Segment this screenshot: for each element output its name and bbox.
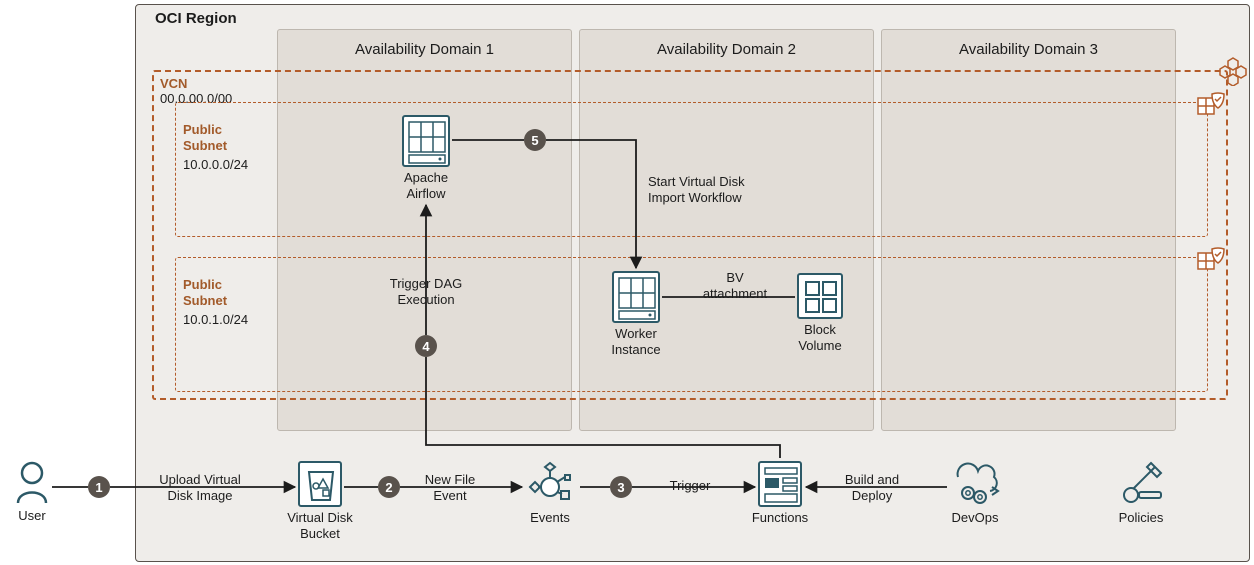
subnet1-name: Public Subnet [183, 122, 227, 153]
edge-newfile-label: New File Event [410, 472, 490, 505]
policies-icon [1115, 459, 1167, 507]
bucket-label: Virtual Disk Bucket [280, 510, 360, 543]
edge-build-label: Build and Deploy [832, 472, 912, 505]
badge-3: 3 [610, 476, 632, 498]
subnet1-box [175, 102, 1208, 237]
blockvol-label: Block Volume [790, 322, 850, 355]
subnet2-corner-icon [1196, 245, 1226, 273]
badge-1: 1 [88, 476, 110, 498]
worker-icon [612, 271, 660, 323]
devops-icon [950, 459, 1002, 507]
badge-5: 5 [524, 129, 546, 151]
blockvol-icon [797, 273, 843, 319]
user-icon [14, 461, 50, 505]
functions-label: Functions [745, 510, 815, 526]
subnet1-corner-icon [1196, 90, 1226, 118]
badge-2: 2 [378, 476, 400, 498]
subnet2-cidr: 10.0.1.0/24 [183, 312, 248, 328]
vcn-title: VCN [160, 76, 187, 92]
events-label: Events [520, 510, 580, 526]
functions-icon [758, 461, 802, 507]
edge-upload-label: Upload Virtual Disk Image [140, 472, 260, 505]
subnet2-title: Public Subnet [183, 277, 227, 310]
subnet1-cidr: 10.0.0.0/24 [183, 157, 248, 173]
policies-label: Policies [1110, 510, 1172, 526]
user-label: User [10, 508, 54, 524]
subnet1-title: Public Subnet [183, 122, 227, 155]
badge-4: 4 [415, 335, 437, 357]
diagram-canvas: OCI Region Availability Domain 1 Availab… [0, 0, 1254, 565]
region-label: OCI Region [155, 10, 237, 29]
ad3-label: Availability Domain 3 [881, 41, 1176, 60]
vcn-corner-icon [1218, 56, 1248, 86]
airflow-label: Apache Airflow [390, 170, 462, 203]
edge-bv-label: BV attachment [690, 270, 780, 303]
edge-trigger-label: Trigger [660, 478, 720, 494]
edge-dag-label: Trigger DAG Execution [376, 276, 476, 309]
subnet2-name: Public Subnet [183, 277, 227, 308]
devops-label: DevOps [945, 510, 1005, 526]
worker-label: Worker Instance [605, 326, 667, 359]
events-icon [525, 461, 575, 507]
ad2-label: Availability Domain 2 [579, 41, 874, 60]
bucket-icon [298, 461, 342, 507]
edge-start-label: Start Virtual Disk Import Workflow [648, 174, 778, 207]
airflow-icon [402, 115, 450, 167]
ad1-label: Availability Domain 1 [277, 41, 572, 60]
